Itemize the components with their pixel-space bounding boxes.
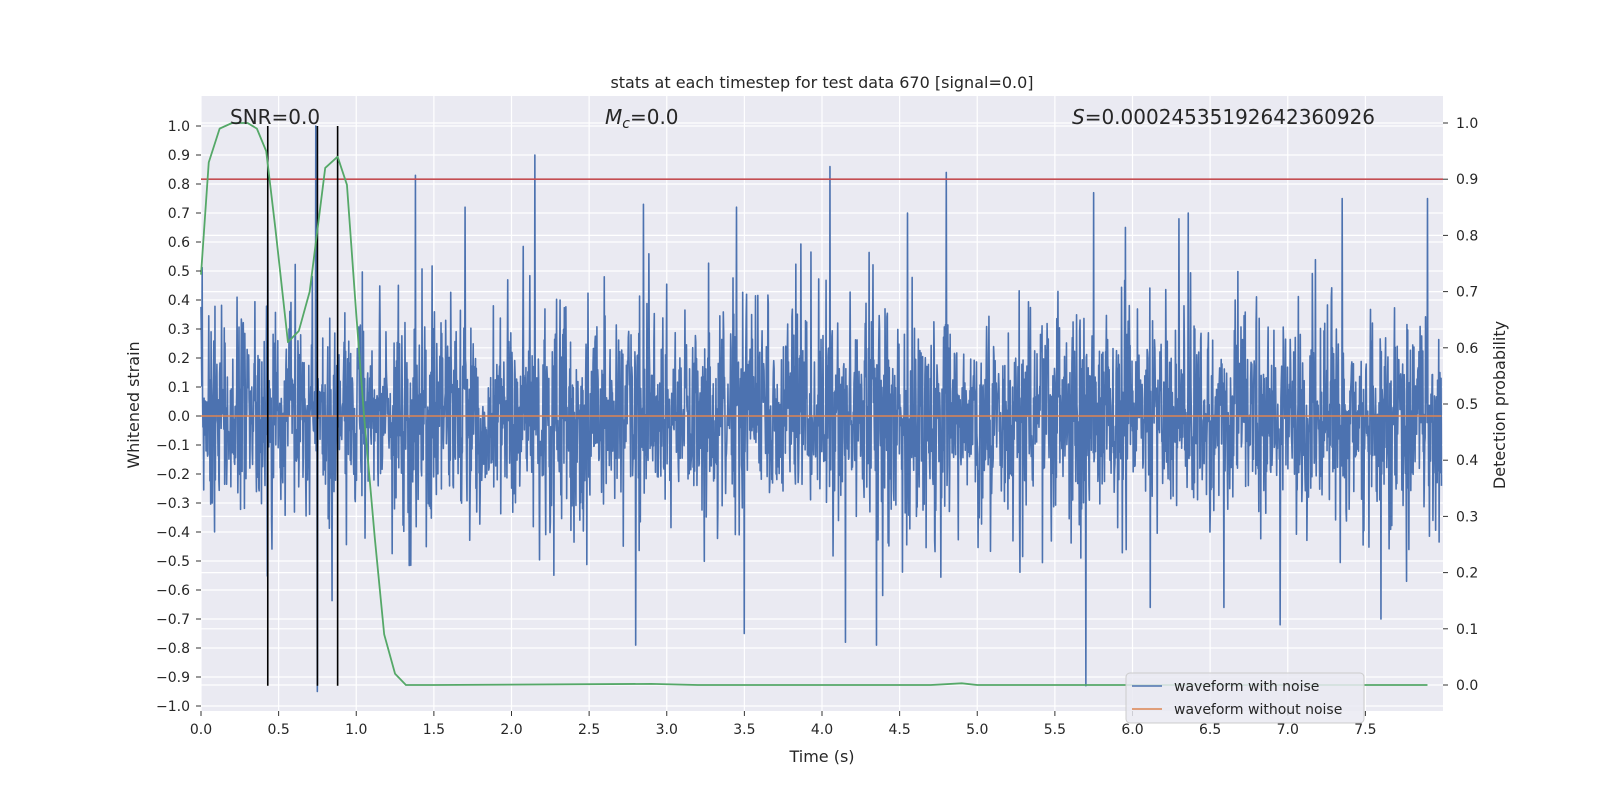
- left-y-tick-label: 0.1: [168, 380, 190, 396]
- left-y-tick-label: −0.9: [156, 670, 190, 686]
- x-tick-label: 7.0: [1277, 722, 1299, 738]
- left-y-tick-label: 0.0: [168, 409, 190, 425]
- left-y-tick-label: −0.3: [156, 496, 190, 512]
- left-y-tick-label: −1.0: [156, 699, 190, 715]
- left-y-tick-label: 0.2: [168, 351, 190, 367]
- left-y-axis-ticks: −1.0 −0.9 −0.8 −0.7 −0.6 −0.5 −0.4 −0.3 −0.2 −0.1…: [156, 119, 201, 715]
- right-y-tick-label: 0.3: [1456, 509, 1478, 525]
- s-annotation: S=0.00024535192642360926: [1072, 105, 1375, 129]
- chirp-mass-subscript: c: [622, 116, 630, 132]
- x-axis-ticks: 0.0 0.5 1.0 1.5 2.0 2.5 3.0 3.5 4.0 4.5 5.0 5.5 6.0 6…: [190, 711, 1377, 738]
- left-y-tick-label: 0.9: [168, 148, 190, 164]
- right-y-tick-label: 0.2: [1456, 566, 1478, 582]
- left-y-tick-label: 0.7: [168, 206, 190, 222]
- chirp-mass-symbol: M: [605, 105, 622, 129]
- noise-line: [200, 125, 1443, 693]
- left-y-tick-label: −0.6: [156, 583, 190, 599]
- series-detection-probability: [200, 122, 1428, 686]
- x-tick-label: 6.0: [1121, 722, 1143, 738]
- left-y-tick-label: −0.1: [156, 438, 190, 454]
- right-y-axis-ticks: 0.0 0.1 0.2 0.3 0.4 0.5 0.6 0.7 0.8 0.9 1.0: [1443, 116, 1478, 694]
- s-symbol: S: [1072, 105, 1085, 129]
- x-tick-label: 1.5: [423, 722, 445, 738]
- snr-annotation: SNR=0.0: [230, 105, 320, 129]
- left-y-tick-label: −0.5: [156, 554, 190, 570]
- x-tick-label: 1.0: [345, 722, 367, 738]
- series-waveform-with-noise: [200, 125, 1443, 693]
- left-y-tick-label: −0.7: [156, 612, 190, 628]
- x-tick-label: 0.5: [267, 722, 289, 738]
- legend-label-clean: waveform without noise: [1174, 702, 1342, 718]
- right-y-tick-label: 0.1: [1456, 622, 1478, 638]
- x-tick-label: 3.0: [656, 722, 678, 738]
- left-y-tick-label: 0.4: [168, 293, 190, 309]
- x-tick-label: 5.5: [1044, 722, 1066, 738]
- left-y-tick-label: 0.5: [168, 264, 190, 280]
- right-y-tick-label: 0.5: [1456, 397, 1478, 413]
- vertical-markers: [266, 126, 339, 686]
- x-tick-label: 2.0: [500, 722, 522, 738]
- right-y-axis-label: Detection probability: [1490, 321, 1509, 489]
- right-y-tick-label: 0.4: [1456, 453, 1478, 469]
- x-tick-label: 6.5: [1199, 722, 1221, 738]
- left-y-tick-label: 0.6: [168, 235, 190, 251]
- left-y-tick-label: −0.8: [156, 641, 190, 657]
- right-y-tick-label: 0.9: [1456, 172, 1478, 188]
- x-tick-label: 5.0: [966, 722, 988, 738]
- right-y-tick-label: 0.8: [1456, 228, 1478, 244]
- x-tick-label: 7.5: [1354, 722, 1376, 738]
- left-y-tick-label: 1.0: [168, 119, 190, 135]
- left-y-axis-label: Whitened strain: [124, 341, 143, 468]
- chirp-mass-value: =0.0: [630, 105, 679, 129]
- legend-box: [1125, 672, 1365, 724]
- chirp-mass-annotation: Mc=0.0: [605, 105, 679, 132]
- probability-line: [200, 122, 1428, 686]
- legend-label-noise: waveform with noise: [1174, 679, 1319, 695]
- x-tick-label: 2.5: [578, 722, 600, 738]
- left-y-tick-label: 0.3: [168, 322, 190, 338]
- x-tick-label: 3.5: [733, 722, 755, 738]
- right-y-tick-label: 1.0: [1456, 116, 1478, 132]
- left-y-tick-label: 0.8: [168, 177, 190, 193]
- legend: waveform with noise waveform without noi…: [1125, 672, 1365, 724]
- s-value: =0.00024535192642360926: [1085, 105, 1375, 129]
- left-y-tick-label: −0.4: [156, 525, 190, 541]
- x-axis-label: Time (s): [788, 747, 854, 766]
- right-y-tick-label: 0.7: [1456, 285, 1478, 301]
- left-y-tick-label: −0.2: [156, 467, 190, 483]
- chart-title: stats at each timestep for test data 670…: [610, 73, 1033, 92]
- right-y-tick-label: 0.0: [1456, 678, 1478, 694]
- x-tick-label: 4.0: [811, 722, 833, 738]
- right-y-tick-label: 0.6: [1456, 341, 1478, 357]
- x-tick-label: 4.5: [888, 722, 910, 738]
- x-tick-label: 0.0: [190, 722, 212, 738]
